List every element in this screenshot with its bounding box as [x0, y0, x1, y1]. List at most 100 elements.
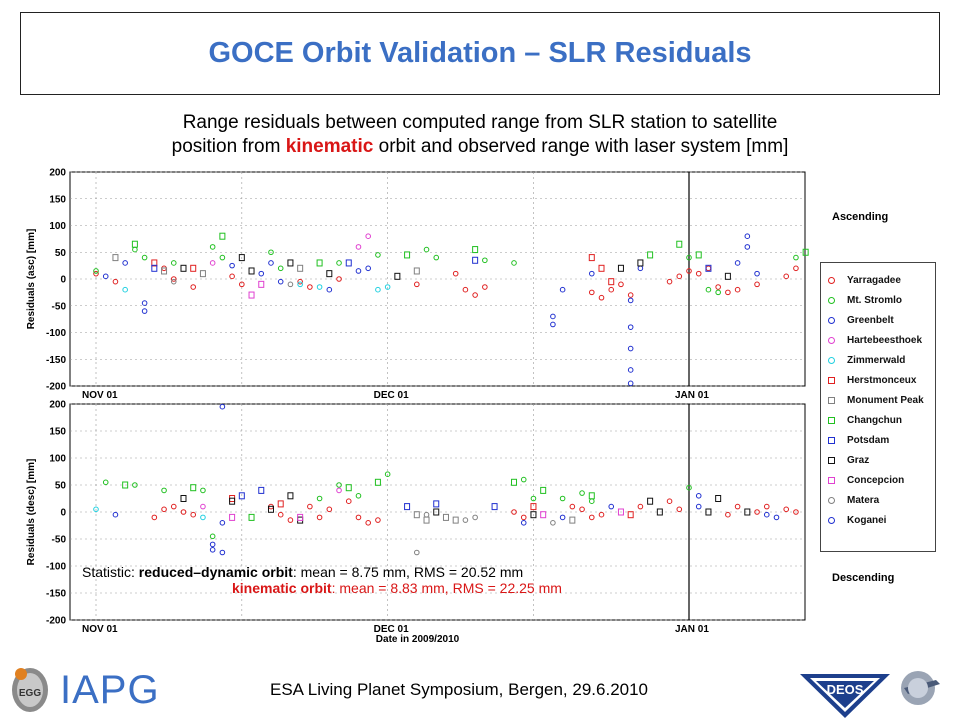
legend-label: Graz [847, 455, 870, 466]
data-point [287, 259, 294, 267]
data-point [190, 484, 197, 492]
svg-text:DEOS: DEOS [827, 682, 864, 697]
data-point [93, 268, 99, 274]
data-point [151, 264, 158, 272]
data-point [112, 511, 119, 518]
data-point [462, 286, 469, 293]
data-point [229, 273, 235, 280]
y-tick-label: 150 [49, 194, 66, 205]
data-point [793, 265, 799, 272]
data-point [656, 508, 663, 516]
data-point [695, 270, 702, 277]
data-point [608, 278, 615, 286]
data-point [725, 289, 731, 296]
legend-marker [828, 457, 835, 464]
legend-label: Matera [847, 495, 880, 506]
data-point [141, 300, 148, 306]
data-point [219, 549, 226, 556]
data-point [277, 278, 284, 285]
data-point [277, 511, 284, 518]
data-point [209, 547, 216, 553]
data-point [248, 513, 255, 521]
data-point [238, 492, 245, 500]
data-point [744, 244, 751, 250]
data-point [433, 508, 440, 516]
data-point [550, 313, 556, 320]
data-point [452, 270, 459, 277]
iapg-logo-text: IAPG [60, 668, 160, 712]
data-point [482, 284, 488, 290]
y-tick-label: 0 [60, 508, 66, 519]
legend-label: Zimmerwald [847, 355, 906, 366]
data-point [122, 481, 129, 489]
data-point [724, 272, 731, 280]
data-point [170, 276, 177, 282]
x-tick-label: JAN 01 [675, 390, 709, 401]
data-point [258, 280, 265, 288]
data-point [287, 517, 294, 523]
data-point [754, 281, 760, 288]
data-point [452, 516, 459, 524]
data-point [423, 246, 430, 253]
legend-label: Concepcion [847, 475, 905, 486]
deos-logo: DEOS [800, 674, 890, 718]
data-point [151, 259, 158, 267]
data-point [773, 514, 780, 521]
data-point [754, 509, 760, 515]
data-point [569, 503, 576, 510]
data-point [472, 246, 479, 254]
data-point [540, 486, 547, 494]
data-point [384, 471, 391, 478]
data-point [715, 289, 721, 296]
data-point [608, 286, 615, 293]
data-point [307, 284, 313, 290]
data-point [617, 508, 624, 516]
data-point [141, 254, 148, 261]
data-point [433, 500, 440, 508]
data-point [161, 506, 167, 513]
data-point [404, 251, 411, 259]
data-point [219, 520, 226, 526]
data-point [112, 278, 119, 285]
data-point [131, 240, 138, 248]
data-point [618, 281, 624, 288]
data-point [754, 270, 760, 277]
data-point [297, 278, 303, 285]
data-point [588, 514, 595, 521]
data-point [413, 511, 420, 519]
data-point [190, 284, 197, 290]
data-point [666, 498, 673, 505]
data-point [307, 503, 313, 510]
data-point [336, 276, 342, 282]
data-point [530, 503, 537, 511]
data-point [365, 265, 371, 272]
data-point [375, 517, 381, 523]
data-point [355, 514, 362, 521]
data-point [345, 259, 352, 267]
data-point [375, 286, 381, 293]
y-tick-label: 50 [55, 481, 67, 492]
data-point [190, 264, 197, 272]
data-point [287, 492, 294, 500]
data-point [365, 233, 371, 239]
x-tick-label: NOV 01 [82, 624, 118, 635]
data-point [316, 284, 323, 290]
data-point [267, 505, 274, 513]
data-point [102, 273, 109, 280]
legend-marker [828, 297, 835, 304]
data-point [180, 495, 187, 502]
y-tick-label: 50 [55, 248, 67, 259]
data-point [141, 308, 148, 314]
x-tick-label: DEC 01 [374, 390, 409, 401]
data-point [627, 511, 634, 519]
data-point [715, 495, 722, 502]
data-point [744, 233, 751, 239]
data-point [734, 286, 741, 293]
data-point [219, 232, 226, 240]
y-tick-label: 100 [49, 454, 66, 465]
data-point [297, 513, 304, 521]
y-tick-label: 0 [60, 275, 66, 286]
data-point [414, 281, 420, 288]
data-point [598, 264, 605, 272]
